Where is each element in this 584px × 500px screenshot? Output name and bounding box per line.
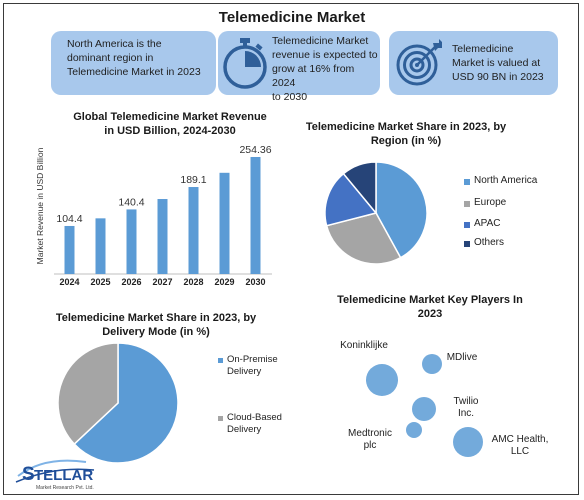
bar-2030 bbox=[250, 156, 261, 274]
player-label: MDlive bbox=[447, 352, 478, 363]
pie-slice-north-america bbox=[375, 161, 428, 259]
delivery-pie-chart bbox=[57, 342, 179, 464]
info-card-text: Telemedicine Market is valued at USD 90 … bbox=[452, 43, 544, 83]
bar-data-label: 140.4 bbox=[118, 196, 144, 208]
info-card-text: North America is the dominant region in … bbox=[67, 38, 201, 78]
x-tick-label: 2026 bbox=[121, 277, 141, 287]
player-bubble bbox=[412, 397, 436, 421]
x-tick-label: 2027 bbox=[152, 277, 172, 287]
player-label: Twilio bbox=[453, 396, 478, 407]
info-card-text: Telemedicine Market revenue is expected … bbox=[272, 35, 378, 103]
region-pie-chart bbox=[324, 161, 428, 265]
bar-2026 bbox=[126, 209, 137, 274]
svg-text:S: S bbox=[22, 464, 35, 485]
legend-item: Delivery bbox=[227, 424, 262, 435]
legend-swatch bbox=[464, 222, 470, 228]
svg-text:Market Research Pvt. Ltd.: Market Research Pvt. Ltd. bbox=[36, 485, 94, 491]
revenue-bar-chart: Market Revenue in USD Billion 2024 104.4 2… bbox=[35, 144, 272, 287]
delivery-pie-title: Telemedicine Market Share in 2023, by De… bbox=[55, 312, 257, 338]
bar-data-label: 104.4 bbox=[56, 213, 82, 225]
legend-swatch bbox=[464, 241, 470, 247]
info-card-region: North America is the dominant region in … bbox=[51, 31, 216, 95]
player-label: LLC bbox=[511, 446, 529, 457]
legend-item: Delivery bbox=[227, 366, 262, 377]
legend-swatch bbox=[464, 179, 470, 185]
bar-2027 bbox=[157, 199, 168, 274]
page-title: Telemedicine Market bbox=[218, 9, 366, 26]
player-bubble bbox=[366, 364, 398, 396]
legend-item: On-Premise bbox=[227, 354, 278, 365]
x-tick-label: 2025 bbox=[90, 277, 110, 287]
legend-swatch bbox=[218, 358, 223, 363]
bar-2024 bbox=[64, 225, 75, 274]
pie-slice-europe bbox=[325, 212, 402, 265]
pie-slice-on-premise-delivery bbox=[73, 342, 179, 464]
region-pie-title: Telemedicine Market Share in 2023, by Re… bbox=[305, 121, 507, 147]
infographic-frame bbox=[3, 3, 579, 495]
player-label: Medtronic bbox=[348, 428, 392, 439]
info-card-growth: Telemedicine Market revenue is expected … bbox=[218, 31, 380, 103]
player-bubble bbox=[422, 354, 442, 374]
legend-item: Others bbox=[474, 237, 505, 248]
legend-item: APAC bbox=[474, 218, 501, 229]
bar-chart-title: Global Telemedicine Market Revenue in US… bbox=[73, 111, 267, 137]
player-bubble bbox=[453, 427, 483, 457]
pie-slice-others bbox=[342, 161, 377, 216]
legend-swatch bbox=[464, 201, 470, 207]
pie-slice-apac bbox=[324, 172, 378, 227]
legend-item: Europe bbox=[474, 197, 507, 208]
legend-swatch bbox=[218, 416, 223, 421]
x-tick-label: 2024 bbox=[59, 277, 79, 287]
bar-2029 bbox=[219, 172, 230, 274]
legend-item: North America bbox=[474, 175, 538, 186]
bar-2028 bbox=[188, 187, 199, 274]
player-label: plc bbox=[364, 440, 377, 451]
bar-2025 bbox=[95, 218, 106, 274]
target-icon bbox=[396, 39, 442, 86]
bar-data-label: 189.1 bbox=[180, 174, 206, 186]
x-tick-label: 2028 bbox=[183, 277, 203, 287]
player-label: Koninklijke bbox=[340, 340, 388, 351]
x-tick-label: 2029 bbox=[214, 277, 234, 287]
player-label: Inc. bbox=[458, 408, 474, 419]
stellar-logo: S TELLAR Market Research Pvt. Ltd. bbox=[15, 459, 95, 491]
player-bubble bbox=[406, 422, 422, 438]
bar-data-label: 254.36 bbox=[239, 144, 271, 156]
svg-text:TELLAR: TELLAR bbox=[34, 467, 93, 484]
info-card-value: Telemedicine Market is valued at USD 90 … bbox=[389, 31, 558, 95]
legend-item: Cloud-Based bbox=[227, 412, 282, 423]
stopwatch-icon bbox=[223, 38, 267, 89]
x-tick-label: 2030 bbox=[245, 277, 265, 287]
players-title: Telemedicine Market Key Players In 2023 bbox=[337, 294, 523, 320]
pie-slice-cloud-based-delivery bbox=[57, 342, 119, 446]
y-axis-label: Market Revenue in USD Billion bbox=[35, 147, 45, 264]
player-label: AMC Health, bbox=[492, 434, 549, 445]
